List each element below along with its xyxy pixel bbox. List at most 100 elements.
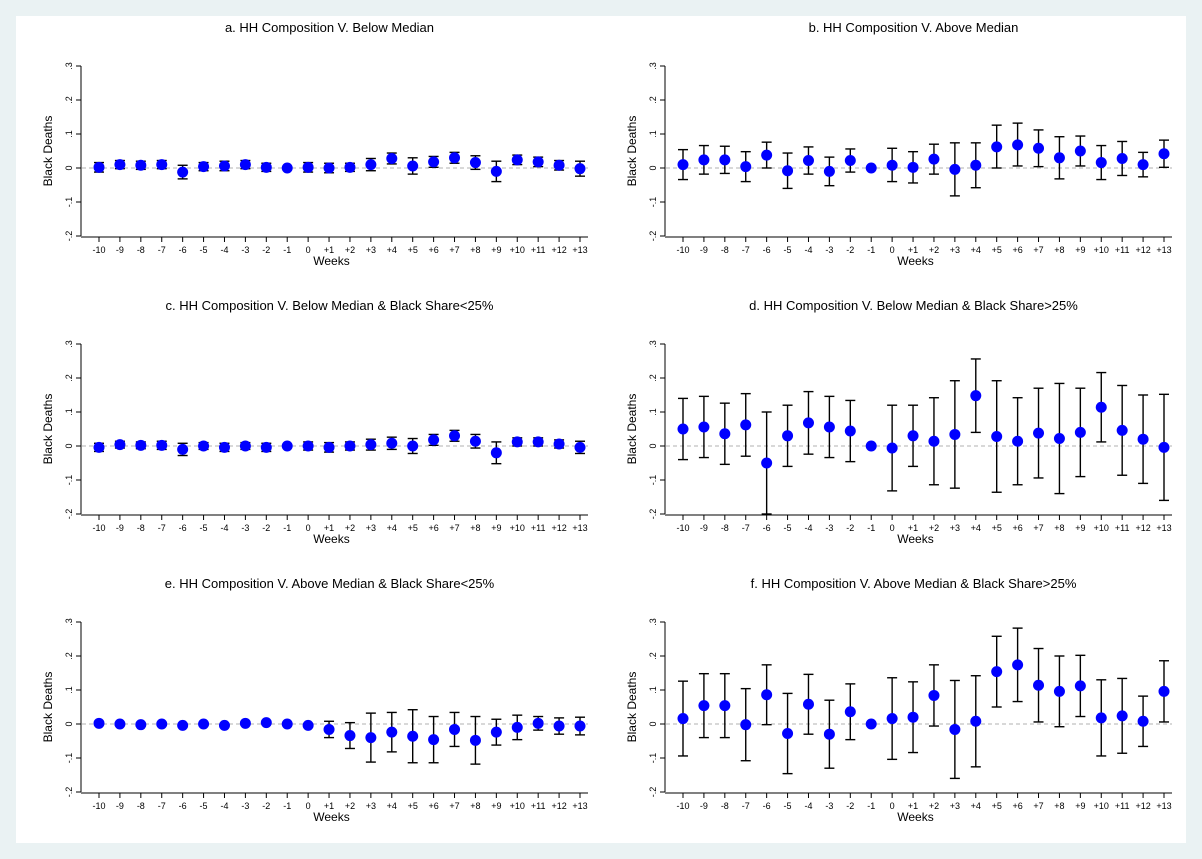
x-tick-label: -1: [867, 523, 875, 533]
data-point: [991, 666, 1003, 678]
x-tick-label: +13: [572, 801, 587, 811]
y-tick-label: .1: [648, 408, 658, 416]
y-tick-label: .3: [648, 618, 658, 626]
y-tick-label: -.1: [648, 197, 658, 208]
data-point: [719, 428, 731, 440]
data-point: [677, 713, 689, 725]
data-point: [198, 718, 210, 730]
x-tick-label: +7: [1033, 801, 1043, 811]
data-point: [553, 438, 565, 450]
data-point: [365, 439, 377, 451]
data-point: [719, 154, 731, 166]
x-tick-label: +9: [1075, 245, 1085, 255]
x-tick-label: -2: [262, 523, 270, 533]
data-point: [907, 711, 919, 723]
y-axis-label: Black Deaths: [625, 672, 639, 743]
x-tick-label: +8: [1054, 801, 1064, 811]
x-tick-label: +7: [449, 801, 459, 811]
data-point: [469, 157, 481, 169]
y-tick-label: -.1: [64, 753, 74, 764]
x-tick-label: +10: [510, 523, 525, 533]
x-tick-label: -6: [763, 523, 771, 533]
x-tick-label: +9: [491, 245, 501, 255]
figure-background: a. HH Composition V. Below Median -.2 -.1 0…: [16, 16, 1186, 843]
y-tick-label: 0: [64, 721, 74, 726]
x-tick-label: +6: [428, 801, 438, 811]
data-point: [344, 161, 356, 173]
data-point: [449, 430, 461, 442]
x-tick-label: +6: [428, 245, 438, 255]
y-tick-label: .2: [64, 652, 74, 660]
x-tick-label: +1: [908, 523, 918, 533]
y-tick-label: .3: [64, 340, 74, 348]
data-point: [218, 719, 230, 731]
data-point: [365, 732, 377, 744]
data-point: [407, 160, 419, 172]
x-tick-label: +11: [1115, 801, 1130, 811]
data-point: [886, 442, 898, 454]
x-tick-label: +6: [1012, 801, 1022, 811]
data-point: [740, 719, 752, 731]
data-point: [344, 730, 356, 742]
data-point: [532, 156, 544, 168]
x-tick-label: +4: [387, 245, 397, 255]
data-point: [490, 726, 502, 738]
y-tick-label: .2: [648, 374, 658, 382]
data-point: [156, 439, 168, 451]
data-point: [386, 437, 398, 449]
data-point: [218, 441, 230, 453]
x-tick-label: -5: [784, 245, 792, 255]
x-tick-label: -2: [262, 245, 270, 255]
x-tick-label: +1: [908, 801, 918, 811]
x-tick-label: -3: [241, 245, 249, 255]
data-point: [135, 159, 147, 171]
x-tick-label: -7: [158, 523, 166, 533]
y-tick-label: -.2: [648, 509, 658, 520]
x-tick-label: +10: [510, 801, 525, 811]
data-point: [949, 428, 961, 440]
data-point: [677, 159, 689, 171]
panel-title: b. HH Composition V. Above Median: [809, 20, 1019, 35]
x-tick-label: +5: [408, 245, 418, 255]
x-tick-label: -10: [676, 801, 689, 811]
data-point: [574, 163, 586, 175]
x-tick-label: +11: [531, 245, 546, 255]
data-point: [1033, 427, 1045, 439]
x-tick-label: -5: [784, 801, 792, 811]
data-point: [1095, 157, 1107, 169]
y-tick-label: .3: [64, 618, 74, 626]
x-tick-label: -6: [763, 245, 771, 255]
data-point: [281, 162, 293, 174]
data-point: [490, 165, 502, 177]
y-axis-label: Black Deaths: [625, 116, 639, 187]
x-tick-label: -5: [200, 801, 208, 811]
y-axis-label: Black Deaths: [41, 394, 55, 465]
x-tick-label: +1: [908, 245, 918, 255]
data-point: [677, 423, 689, 435]
y-tick-label: -.1: [648, 753, 658, 764]
data-point: [114, 439, 126, 451]
x-tick-label: -6: [763, 801, 771, 811]
data-point: [239, 440, 251, 452]
x-tick-label: +5: [408, 523, 418, 533]
data-point: [260, 441, 272, 453]
x-tick-label: -2: [846, 245, 854, 255]
chart-panel-a: a. HH Composition V. Below Median -.2 -.1 0…: [41, 20, 588, 268]
x-tick-label: +13: [572, 245, 587, 255]
data-point: [1033, 142, 1045, 154]
data-point: [302, 440, 314, 452]
data-point: [198, 161, 210, 173]
data-point: [449, 152, 461, 164]
y-tick-label: .1: [64, 686, 74, 694]
data-point: [970, 390, 982, 402]
x-tick-label: -3: [241, 523, 249, 533]
y-tick-label: .2: [64, 374, 74, 382]
x-tick-label: -4: [220, 245, 228, 255]
data-point: [886, 159, 898, 171]
x-tick-label: +11: [1115, 523, 1130, 533]
x-tick-label: -9: [700, 523, 708, 533]
x-tick-label: +10: [1094, 523, 1109, 533]
data-point: [449, 723, 461, 735]
x-tick-label: -4: [804, 801, 812, 811]
x-tick-label: +11: [1115, 245, 1130, 255]
